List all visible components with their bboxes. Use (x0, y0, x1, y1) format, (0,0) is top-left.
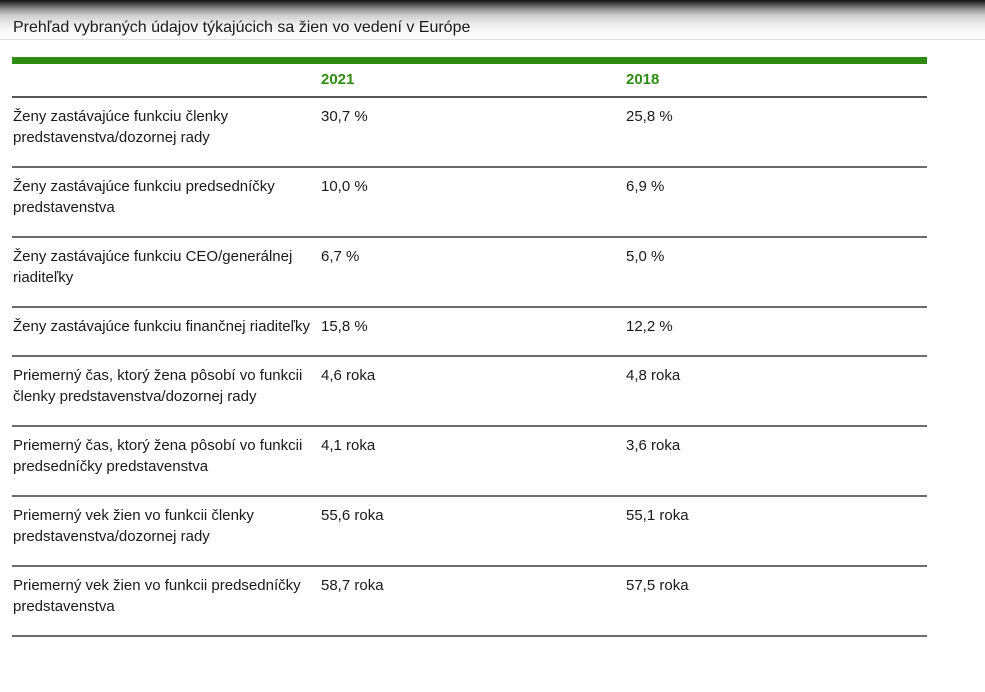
row-label: Priemerný vek žien vo funkcii predsedníč… (12, 566, 320, 637)
value-2021: 6,7 % (320, 237, 625, 308)
value-2021: 58,7 roka (320, 566, 625, 637)
table-row: Ženy zastávajúce funkciu CEO/generálnej … (12, 237, 927, 308)
column-header-2018: 2018 (625, 60, 927, 98)
value-2018: 25,8 % (625, 97, 927, 168)
column-header-2021: 2021 (320, 60, 625, 98)
table-row: Ženy zastávajúce funkciu členky predstav… (12, 97, 927, 168)
value-2018: 3,6 roka (625, 426, 927, 497)
women-leadership-table: 2021 2018 Ženy zastávajúce funkciu členk… (12, 57, 927, 637)
value-2021: 55,6 roka (320, 496, 625, 567)
row-label: Ženy zastávajúce funkciu finančnej riadi… (12, 307, 320, 357)
table-row: Priemerný vek žien vo funkcii predsedníč… (12, 566, 927, 637)
value-2018: 5,0 % (625, 237, 927, 308)
value-2021: 30,7 % (320, 97, 625, 168)
table-header: 2021 2018 (12, 60, 927, 98)
value-2021: 4,6 roka (320, 356, 625, 427)
table-row: Priemerný čas, ktorý žena pôsobí vo funk… (12, 356, 927, 427)
table-row: Priemerný vek žien vo funkcii členky pre… (12, 496, 927, 567)
value-2018: 6,9 % (625, 167, 927, 238)
table-row: Ženy zastávajúce funkciu finančnej riadi… (12, 307, 927, 357)
table-body: Ženy zastávajúce funkciu členky predstav… (12, 97, 927, 637)
top-banner: Prehľad vybraných údajov týkajúcich sa ž… (0, 0, 985, 40)
value-2021: 15,8 % (320, 307, 625, 357)
page-title: Prehľad vybraných údajov týkajúcich sa ž… (13, 19, 471, 36)
value-2018: 55,1 roka (625, 496, 927, 567)
value-2018: 12,2 % (625, 307, 927, 357)
value-2018: 4,8 roka (625, 356, 927, 427)
row-label: Ženy zastávajúce funkciu predsedníčky pr… (12, 167, 320, 238)
row-label: Priemerný vek žien vo funkcii členky pre… (12, 496, 320, 567)
table-header-row: 2021 2018 (12, 60, 927, 98)
row-label: Ženy zastávajúce funkciu CEO/generálnej … (12, 237, 320, 308)
row-label: Ženy zastávajúce funkciu členky predstav… (12, 97, 320, 168)
value-2021: 4,1 roka (320, 426, 625, 497)
table-row: Priemerný čas, ktorý žena pôsobí vo funk… (12, 426, 927, 497)
column-header-empty (12, 60, 320, 98)
value-2021: 10,0 % (320, 167, 625, 238)
table-row: Ženy zastávajúce funkciu predsedníčky pr… (12, 167, 927, 238)
row-label: Priemerný čas, ktorý žena pôsobí vo funk… (12, 426, 320, 497)
row-label: Priemerný čas, ktorý žena pôsobí vo funk… (12, 356, 320, 427)
value-2018: 57,5 roka (625, 566, 927, 637)
